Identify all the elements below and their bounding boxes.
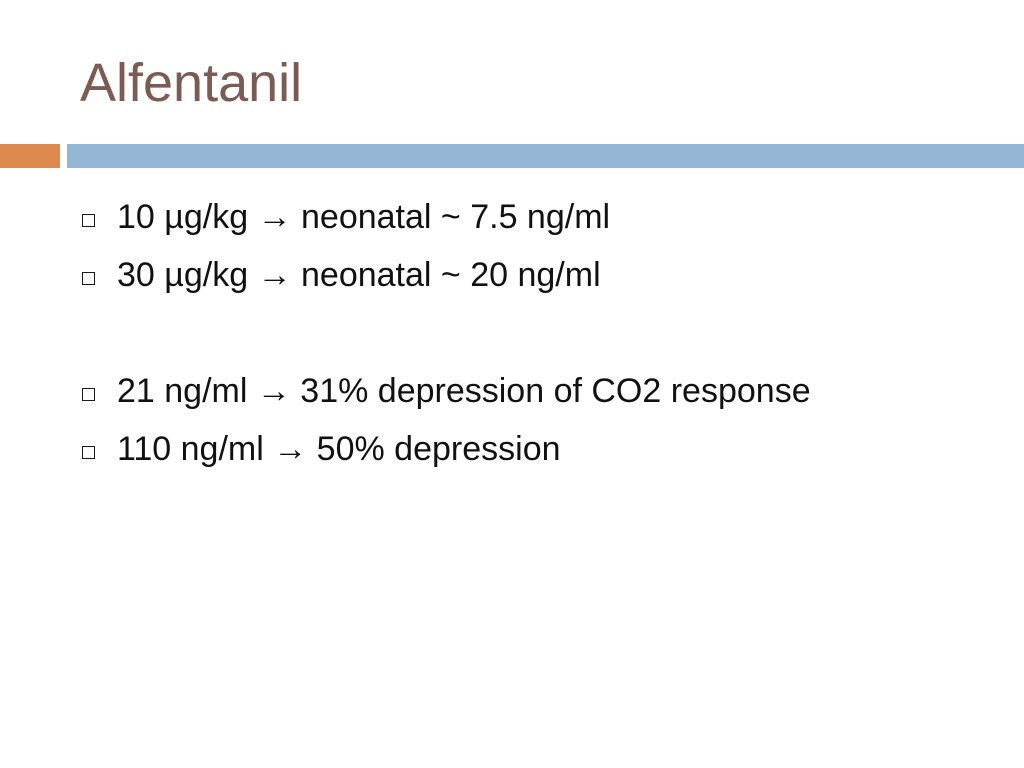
bullet-text: 21 ng/ml → 31% depression of CO2 respons… bbox=[117, 371, 811, 410]
bullet-item: 30 µg/kg → neonatal ~ 20 ng/ml bbox=[82, 246, 1012, 304]
square-bullet-icon bbox=[82, 271, 95, 285]
square-bullet-icon bbox=[82, 387, 95, 401]
bullet-spacer bbox=[82, 304, 1012, 362]
square-bullet-icon bbox=[82, 213, 95, 227]
bullet-item: 10 µg/kg → neonatal ~ 7.5 ng/ml bbox=[82, 188, 1012, 246]
bullet-text: 30 µg/kg → neonatal ~ 20 ng/ml bbox=[117, 255, 601, 294]
bullet-item: 110 ng/ml → 50% depression bbox=[82, 420, 1012, 478]
bullet-item: 21 ng/ml → 31% depression of CO2 respons… bbox=[82, 362, 1012, 420]
bullet-text: 10 µg/kg → neonatal ~ 7.5 ng/ml bbox=[117, 197, 611, 236]
accent-bar-left bbox=[0, 144, 60, 168]
square-bullet-icon bbox=[82, 445, 95, 459]
accent-bar-right bbox=[67, 144, 1024, 168]
bullet-list: 10 µg/kg → neonatal ~ 7.5 ng/ml 30 µg/kg… bbox=[82, 188, 1012, 478]
bullet-text: 110 ng/ml → 50% depression bbox=[117, 429, 561, 468]
slide-title: Alfentanil bbox=[80, 53, 303, 113]
